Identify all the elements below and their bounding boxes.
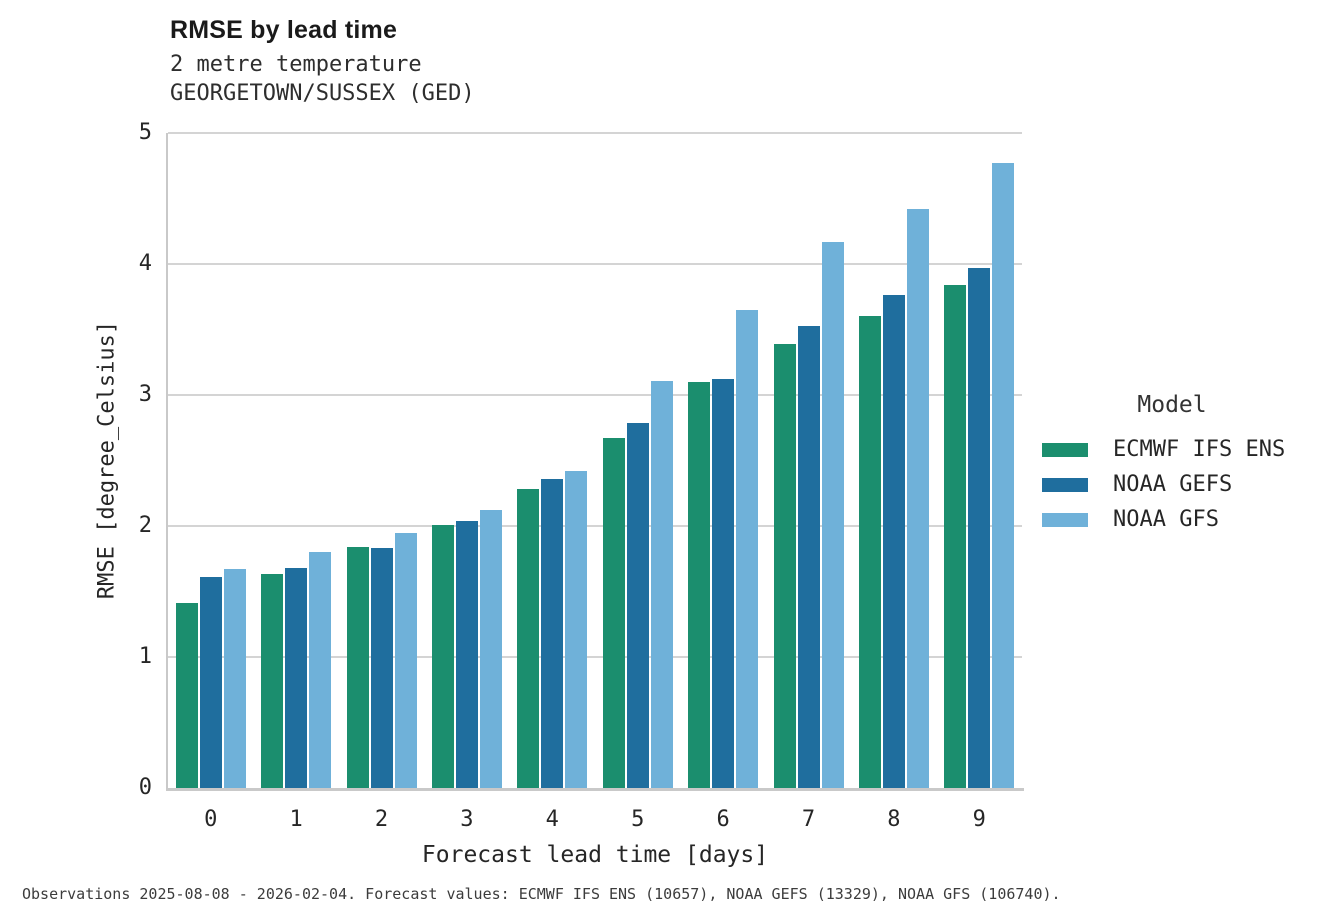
y-tick-label-3: 3 (138, 382, 152, 407)
bar-ecmwf-ifs-ens-day7 (773, 343, 796, 788)
bar-ecmwf-ifs-ens-day4 (517, 489, 540, 788)
y-axis-tick-labels: 0 1 2 3 4 5 (0, 120, 152, 800)
chart-title: RMSE by lead time (170, 16, 398, 44)
gridline-y-3 (168, 394, 1022, 396)
legend-item-ecmwf-ifs-ens: ECMWF IFS ENS (1042, 432, 1312, 467)
legend-title: Model (1137, 392, 1207, 418)
legend-swatch-icon (1042, 512, 1088, 527)
bar-noaa-gfs-day0 (223, 569, 246, 788)
bar-noaa-gefs-day5 (626, 422, 649, 788)
gridline-y-2 (168, 525, 1022, 527)
x-tick-label-9: 9 (972, 807, 986, 832)
x-tick-label-5: 5 (631, 807, 645, 832)
bar-noaa-gefs-day4 (541, 478, 564, 788)
legend: Model ECMWF IFS ENS NOAA GEFS NOAA GFS (1042, 392, 1312, 537)
chart-subtitle-variable: 2 metre temperature (170, 52, 422, 77)
bar-noaa-gfs-day8 (906, 208, 929, 788)
bar-noaa-gfs-day4 (565, 470, 588, 788)
bar-ecmwf-ifs-ens-day3 (431, 524, 454, 788)
bar-ecmwf-ifs-ens-day9 (944, 284, 967, 788)
bar-noaa-gefs-day1 (285, 567, 308, 788)
y-tick-label-1: 1 (138, 644, 152, 669)
legend-items: ECMWF IFS ENS NOAA GEFS NOAA GFS (1042, 432, 1312, 537)
footer-caption: Observations 2025-08-08 - 2026-02-04. Fo… (22, 885, 1061, 903)
x-axis-tick-labels: 0 1 2 3 4 5 6 7 8 9 (168, 806, 1022, 836)
bar-noaa-gfs-day2 (394, 532, 417, 788)
legend-swatch-icon (1042, 477, 1088, 492)
bar-noaa-gfs-day6 (736, 309, 759, 788)
bar-noaa-gfs-day9 (992, 163, 1015, 788)
bar-noaa-gefs-day8 (882, 295, 905, 788)
legend-item-label: NOAA GFS (1113, 507, 1219, 532)
legend-swatch-icon (1042, 442, 1088, 457)
x-tick-label-8: 8 (887, 807, 901, 832)
bar-noaa-gefs-day6 (712, 379, 735, 788)
bar-ecmwf-ifs-ens-day0 (175, 603, 198, 788)
bar-ecmwf-ifs-ens-day1 (261, 574, 284, 788)
plot-area (168, 132, 1022, 788)
gridline-y-5 (168, 132, 1022, 134)
x-tick-label-6: 6 (716, 807, 730, 832)
y-tick-label-4: 4 (138, 251, 152, 276)
legend-item-label: ECMWF IFS ENS (1113, 437, 1286, 462)
x-tick-label-4: 4 (545, 807, 559, 832)
gridline-y-4 (168, 263, 1022, 265)
legend-item-label: NOAA GEFS (1113, 472, 1233, 497)
x-tick-label-2: 2 (374, 807, 389, 832)
bar-ecmwf-ifs-ens-day6 (688, 381, 711, 788)
bar-noaa-gefs-day9 (968, 267, 991, 788)
bar-ecmwf-ifs-ens-day2 (346, 546, 369, 788)
y-axis-spine (166, 133, 168, 788)
bar-ecmwf-ifs-ens-day8 (858, 316, 881, 788)
x-tick-label-1: 1 (289, 807, 303, 832)
chart-subtitle-station: GEORGETOWN/SUSSEX (GED) (170, 81, 475, 106)
gridline-y-1 (168, 656, 1022, 658)
y-tick-label-5: 5 (138, 120, 152, 145)
bar-noaa-gefs-day0 (199, 577, 222, 788)
bar-noaa-gfs-day3 (479, 510, 502, 788)
bar-noaa-gefs-day3 (455, 520, 478, 788)
bar-noaa-gefs-day7 (797, 325, 820, 788)
x-axis-spine (166, 788, 1024, 791)
bar-noaa-gfs-day1 (309, 552, 332, 788)
y-tick-label-0: 0 (138, 775, 152, 800)
x-tick-label-7: 7 (801, 807, 816, 832)
legend-item-noaa-gfs: NOAA GFS (1042, 502, 1312, 537)
x-tick-label-0: 0 (204, 807, 218, 832)
bar-noaa-gfs-day7 (821, 241, 844, 788)
bar-ecmwf-ifs-ens-day5 (602, 438, 625, 788)
y-tick-label-2: 2 (138, 513, 152, 538)
x-axis-label: Forecast lead time [days] (421, 842, 769, 868)
legend-item-noaa-gefs: NOAA GEFS (1042, 467, 1312, 502)
bar-noaa-gefs-day2 (370, 548, 393, 788)
x-tick-label-3: 3 (460, 807, 474, 832)
bar-noaa-gfs-day5 (650, 380, 673, 788)
